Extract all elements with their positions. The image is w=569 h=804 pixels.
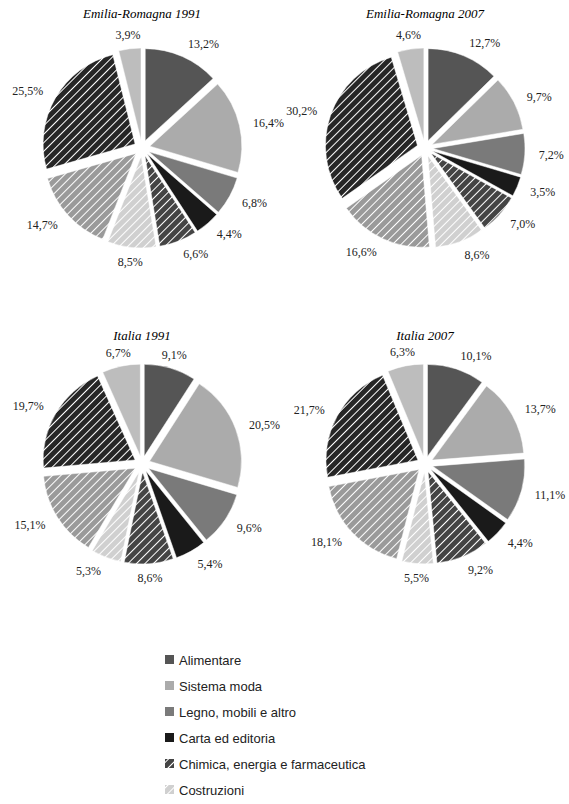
pie-slice	[329, 469, 419, 558]
legend: Alimentare Sistema moda Legno, mobili e al…	[165, 653, 366, 798]
data-label: 18,1%	[311, 535, 342, 549]
legend-label: Costruzioni	[179, 783, 244, 798]
legend-label: Alimentare	[179, 653, 241, 668]
data-label: 13,2%	[188, 37, 219, 51]
pie-chart: 9,1% 20,5% 9,6% 5,4% 8,6% 5,3% 15,1% 19,7% 6,7%	[13, 346, 280, 585]
data-label: 12,7%	[469, 36, 500, 50]
legend-label: Carta ed editoria	[179, 731, 276, 746]
pie-slice	[432, 80, 523, 144]
legend-label: Chimica, energia e farmaceutica	[179, 757, 366, 772]
data-label: 15,1%	[15, 518, 46, 532]
pie-slice	[432, 386, 524, 460]
data-label: 6,8%	[242, 196, 267, 210]
data-label: 4,6%	[396, 28, 421, 42]
data-label: 3,5%	[530, 185, 555, 199]
pie-slice	[103, 364, 141, 456]
data-label: 9,2%	[468, 563, 493, 577]
chart-title: Emilia-Romagna 1991	[82, 6, 201, 21]
chart-root: 13,2% 16,4% 6,8% 4,4% 6,6% 8,5% 14,7% 25,5% 3,9%…	[0, 0, 569, 804]
legend-label: Sistema moda	[179, 679, 263, 694]
pie-slice	[43, 55, 135, 169]
pie-slice	[388, 364, 423, 456]
data-label: 6,7%	[106, 346, 131, 360]
pie-chart: 13,2% 16,4% 6,8% 4,4% 6,6% 8,5% 14,7% 25,5% 3,9%	[12, 28, 284, 269]
data-label: 9,7%	[527, 90, 552, 104]
data-label: 7,2%	[539, 148, 564, 162]
data-label: 30,2%	[286, 104, 317, 118]
data-label: 5,4%	[198, 557, 223, 571]
data-label: 4,4%	[217, 227, 242, 241]
pie-chart: 10,1% 13,7% 11,1% 4,4% 9,2% 5,5% 18,1% 21,7% 6,3…	[294, 345, 566, 584]
data-label: 25,5%	[12, 84, 43, 98]
chart-title: Emilia-Romagna 2007	[365, 6, 485, 21]
pie-slice	[428, 471, 485, 563]
data-label: 20,5%	[249, 418, 280, 432]
data-label: 21,7%	[294, 403, 325, 417]
pie-slice	[398, 48, 424, 140]
chart-title: Italia 2007	[395, 328, 454, 343]
data-label: 6,6%	[183, 247, 208, 261]
legend-swatch	[165, 733, 174, 742]
data-label: 8,5%	[118, 255, 143, 269]
pie-slice	[325, 57, 417, 198]
data-label: 3,9%	[116, 28, 141, 42]
data-label: 8,6%	[137, 571, 162, 585]
data-label: 11,1%	[535, 488, 566, 502]
pie-slice	[44, 468, 136, 547]
data-label: 16,6%	[346, 245, 377, 259]
data-label: 5,3%	[76, 564, 101, 578]
data-label: 5,5%	[404, 571, 429, 585]
data-label: 10,1%	[461, 349, 492, 363]
legend-swatch	[165, 681, 174, 690]
data-label: 7,0%	[510, 217, 535, 231]
data-label: 9,6%	[237, 521, 262, 535]
data-label: 6,3%	[390, 345, 415, 359]
pie-slice	[119, 48, 141, 140]
data-label: 9,1%	[162, 348, 187, 362]
pie-chart: 12,7% 9,7% 7,2% 3,5% 7,0% 8,6% 16,6% 30,2% 4,6%	[286, 28, 563, 262]
data-label: 8,6%	[465, 248, 490, 262]
data-label: 4,4%	[508, 536, 533, 550]
pie-slice	[428, 156, 482, 248]
pie-slice	[150, 384, 242, 488]
data-label: 14,7%	[27, 218, 58, 232]
chart-title: Italia 1991	[112, 328, 170, 343]
legend-swatch	[165, 759, 174, 768]
legend-label: Legno, mobili e altro	[179, 705, 296, 720]
pie-slice	[48, 153, 137, 239]
legend-swatch	[165, 707, 174, 716]
legend-swatch	[165, 655, 174, 664]
data-label: 19,7%	[13, 399, 44, 413]
data-label: 16,4%	[253, 116, 284, 130]
data-label: 13,7%	[525, 402, 556, 416]
legend-swatch	[165, 785, 174, 794]
